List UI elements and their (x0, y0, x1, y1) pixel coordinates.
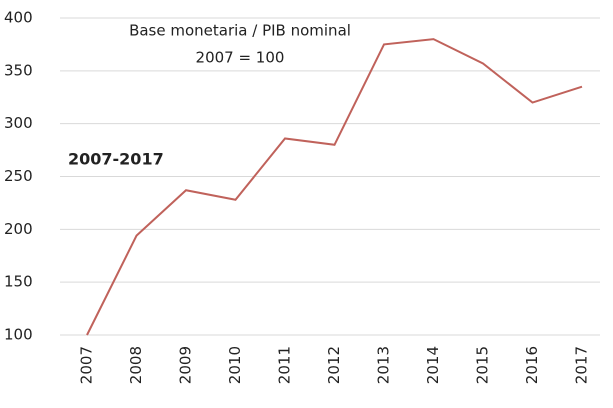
y-tick-label: 100 (4, 326, 33, 344)
x-tick-label: 2015 (474, 346, 492, 384)
y-tick-label: 150 (4, 273, 33, 291)
x-tick-label: 2012 (325, 346, 343, 384)
x-tick-label: 2016 (523, 346, 541, 384)
x-tick-label: 2008 (127, 346, 145, 384)
x-tick-label: 2007 (78, 346, 96, 384)
y-tick-label: 200 (4, 220, 33, 238)
annotation: 2007-2017 (68, 150, 164, 169)
x-tick-label: 2009 (177, 346, 195, 384)
line-series (86, 38, 583, 336)
x-tick-label: 2013 (375, 346, 393, 384)
y-tick-label: 350 (4, 61, 33, 79)
y-tick-label: 250 (4, 167, 33, 185)
x-tick-label: 2014 (424, 346, 442, 384)
annotation: 2007 = 100 (196, 49, 285, 67)
y-tick-label: 400 (4, 9, 33, 27)
y-tick-label: 300 (4, 114, 33, 132)
x-tick-label: 2011 (276, 346, 294, 384)
annotation: Base monetaria / PIB nominal (129, 22, 351, 40)
x-tick-label: 2017 (573, 346, 591, 384)
x-tick-label: 2010 (226, 346, 244, 384)
